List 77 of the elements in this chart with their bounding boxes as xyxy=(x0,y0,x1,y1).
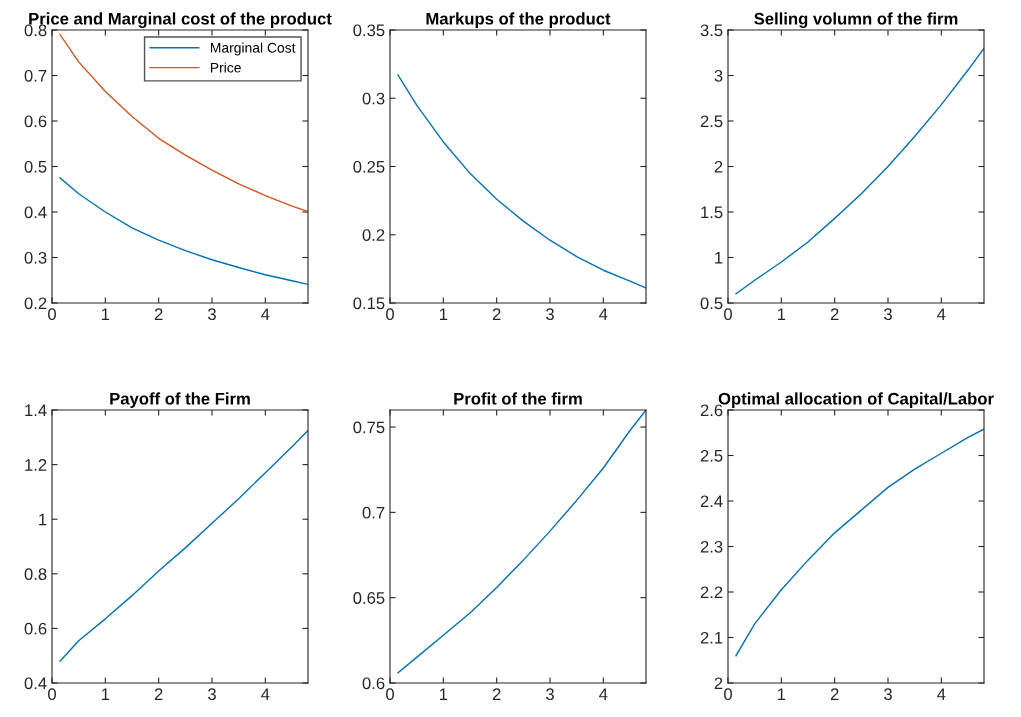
y-tick-label: 0.35 xyxy=(353,24,385,37)
x-tick-label: 1 xyxy=(777,308,786,320)
x-tick-label: 1 xyxy=(101,308,110,320)
y-tick-label: 1 xyxy=(715,252,723,264)
chart-title: Markups of the product xyxy=(426,12,611,28)
y-tick-label: 0.4 xyxy=(24,206,47,219)
y-tick-label: 0.25 xyxy=(353,160,385,173)
y-tick-label: 0.3 xyxy=(362,92,385,105)
x-tick-label: 3 xyxy=(208,688,216,701)
y-tick-label: 2.5 xyxy=(700,115,723,128)
y-tick-label: 0.2 xyxy=(362,229,385,241)
x-tick-label: 2 xyxy=(154,308,163,320)
line-series xyxy=(59,429,308,662)
chart-title: Payoff of the Firm xyxy=(110,392,250,408)
y-tick-label: 3.5 xyxy=(700,24,723,37)
x-tick-label: 3 xyxy=(884,688,892,701)
x-tick-label: 4 xyxy=(937,308,946,320)
y-tick-label: 3 xyxy=(714,69,723,82)
y-tick-label: 2.3 xyxy=(700,540,723,553)
x-tick-label: 3 xyxy=(546,688,554,701)
y-tick-label: 0.6 xyxy=(24,622,47,635)
y-tick-label: 2.2 xyxy=(700,586,723,599)
x-tick-label: 0 xyxy=(386,308,394,321)
y-tick-label: 2.4 xyxy=(700,495,723,508)
y-tick-label: 0.2 xyxy=(24,297,47,310)
line-series xyxy=(397,410,646,674)
x-tick-label: 2 xyxy=(154,688,163,700)
x-tick-label: 3 xyxy=(208,308,216,321)
x-tick-label: 0 xyxy=(386,688,394,701)
x-tick-label: 0 xyxy=(48,308,56,321)
line-series xyxy=(735,428,984,657)
legend-label: Price xyxy=(210,62,241,73)
line-series xyxy=(59,33,308,213)
y-tick-label: 0.5 xyxy=(24,160,47,173)
x-tick-label: 4 xyxy=(261,688,270,700)
y-tick-label: 0.15 xyxy=(353,297,385,310)
y-tick-label: 0.75 xyxy=(353,421,385,434)
y-tick-label: 0.8 xyxy=(24,568,47,580)
x-tick-label: 2 xyxy=(492,308,501,320)
x-tick-label: 3 xyxy=(546,308,554,321)
y-tick-label: 0.65 xyxy=(353,592,385,604)
x-tick-label: 4 xyxy=(599,308,608,320)
y-tick-label: 0.6 xyxy=(362,677,385,690)
y-tick-label: 0.6 xyxy=(24,115,47,128)
y-tick-label: 1.5 xyxy=(701,206,723,219)
y-tick-label: 1.2 xyxy=(25,459,47,471)
x-tick-label: 2 xyxy=(830,688,839,700)
x-tick-label: 4 xyxy=(937,688,946,700)
chart-title: Selling volumn of the firm xyxy=(754,12,958,28)
y-tick-label: 1.4 xyxy=(25,404,47,417)
y-tick-label: 0.7 xyxy=(362,506,385,519)
x-tick-label: 1 xyxy=(101,688,110,700)
line-series xyxy=(59,177,308,286)
line-series xyxy=(397,74,646,289)
x-tick-label: 2 xyxy=(492,688,501,700)
chart-title: Profit of the firm xyxy=(454,392,582,405)
x-tick-label: 1 xyxy=(439,308,448,320)
x-tick-label: 0 xyxy=(48,688,56,701)
y-tick-label: 0.3 xyxy=(24,251,47,264)
y-tick-label: 2 xyxy=(714,677,723,690)
y-tick-label: 2.5 xyxy=(700,449,723,462)
y-tick-label: 0.5 xyxy=(700,297,723,310)
x-tick-label: 4 xyxy=(261,308,270,320)
y-tick-label: 0.4 xyxy=(24,677,47,690)
x-tick-label: 0 xyxy=(724,308,732,321)
x-tick-label: 3 xyxy=(884,308,892,321)
x-tick-label: 2 xyxy=(830,308,839,320)
x-tick-label: 0 xyxy=(724,688,732,701)
y-tick-label: 2.1 xyxy=(700,631,723,644)
line-series xyxy=(735,47,984,295)
x-tick-label: 1 xyxy=(439,688,448,700)
x-tick-label: 1 xyxy=(777,688,786,700)
y-tick-label: 0.7 xyxy=(24,69,47,82)
x-tick-label: 4 xyxy=(599,688,608,700)
y-tick-label: 2 xyxy=(714,160,723,173)
legend-label: Marginal Cost xyxy=(210,42,296,56)
y-tick-label: 1 xyxy=(39,513,47,526)
